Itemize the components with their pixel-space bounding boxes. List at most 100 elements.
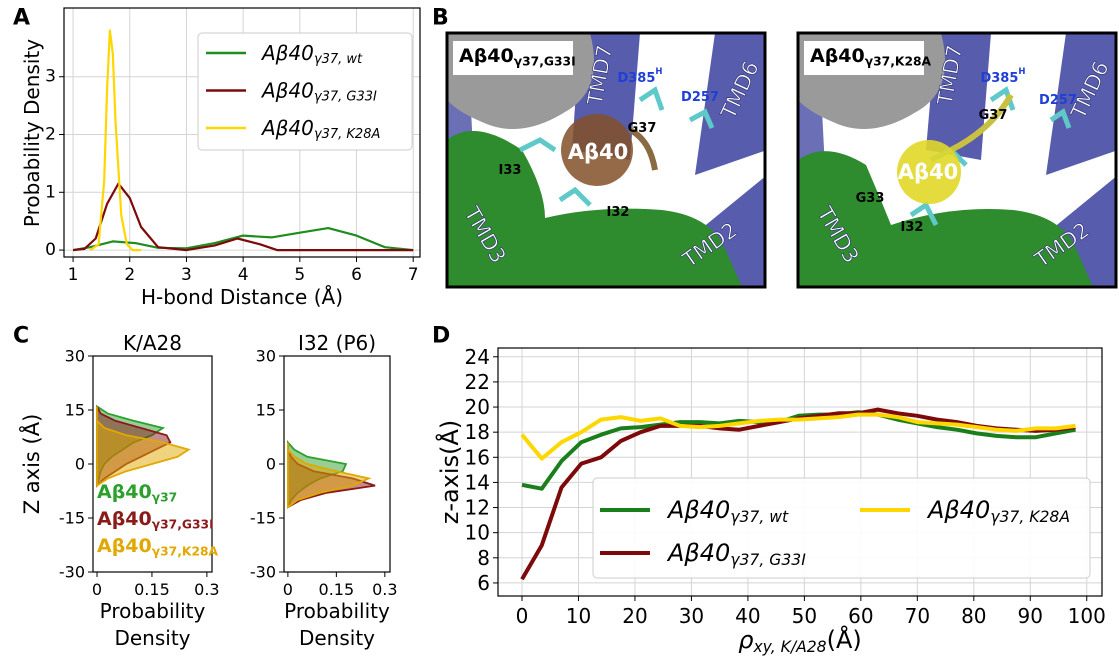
y-tick-label: 16 xyxy=(465,445,490,469)
x-axis-label: ρxy, K/A28(Å) xyxy=(738,625,862,656)
image-title-box xyxy=(453,41,573,75)
image-label: G37 xyxy=(628,121,657,136)
legend-label: Aβ40γ37, G33I xyxy=(260,79,377,105)
text-part: Aβ40 xyxy=(666,496,730,524)
x-tick-label: 40 xyxy=(735,604,760,628)
x-tick-label: 4 xyxy=(238,265,249,285)
text-part: Aβ40 xyxy=(810,45,865,67)
panel-label: A xyxy=(13,6,30,31)
image-label: I32 xyxy=(607,205,630,220)
text-part: I33 xyxy=(499,163,522,178)
x-tick-label: 10 xyxy=(566,604,591,628)
text-part: Aβ40 xyxy=(260,79,314,103)
x-tick-label: 30 xyxy=(679,604,704,628)
y-axis-label: Z axis (Å) xyxy=(18,414,44,515)
data-line xyxy=(89,29,142,252)
image-label: I33 xyxy=(499,163,522,178)
y-tick-label: 30 xyxy=(65,347,85,366)
image-border xyxy=(796,31,1118,289)
text-sub: γ37,K28A xyxy=(152,545,219,559)
x-axis-label: H-bond Distance (Å) xyxy=(141,285,343,309)
text-sub: γ37,G33I xyxy=(514,55,576,69)
y-tick-label: 15 xyxy=(256,401,276,420)
x-tick-label: 5 xyxy=(294,265,305,285)
plot-frame xyxy=(63,7,421,258)
image-label: D385H xyxy=(617,67,662,85)
x-axis-label: Probability xyxy=(100,599,206,623)
text-part: Aβ40 xyxy=(926,496,990,524)
x-tick-label: 0 xyxy=(516,604,529,628)
text-sub: γ37 xyxy=(152,491,178,505)
y-tick-label: -15 xyxy=(250,509,276,528)
image-title-box xyxy=(804,41,924,75)
y-tick-label: 0 xyxy=(75,455,85,474)
helix xyxy=(1046,33,1116,175)
x-tick-label: 2 xyxy=(124,265,135,285)
text-sup: H xyxy=(1018,67,1025,77)
image-label: D257 xyxy=(681,90,719,105)
y-tick-label: -15 xyxy=(59,509,85,528)
plot-frame xyxy=(92,355,213,573)
x-axis-label: Density xyxy=(114,626,190,650)
image-label: Aβ40 xyxy=(568,140,629,164)
surface xyxy=(798,151,1093,287)
x-tick-label: 0.15 xyxy=(319,580,355,599)
x-tick-label: 80 xyxy=(961,604,986,628)
text-sub: γ37,G33I xyxy=(152,518,214,532)
image-label: I32 xyxy=(901,220,924,235)
text-part: D385 xyxy=(617,71,655,86)
y-tick-label: 6 xyxy=(477,571,490,595)
x-tick-label: 100 xyxy=(1068,604,1106,628)
text-part: G37 xyxy=(628,121,657,136)
plot-frame xyxy=(283,355,391,573)
x-tick-label: 0 xyxy=(283,580,293,599)
x-axis-label: Density xyxy=(299,626,375,650)
legend-box xyxy=(592,477,1091,579)
image-label: G33 xyxy=(856,191,885,206)
y-tick-label: 0 xyxy=(266,455,276,474)
x-tick-label: 20 xyxy=(622,604,647,628)
helix xyxy=(695,33,765,175)
text-part: Aβ40 xyxy=(97,508,152,530)
image-label: D385H xyxy=(980,67,1025,85)
text-sub: γ37, wt xyxy=(730,508,789,526)
data-line xyxy=(521,410,1076,491)
x-tick-label: 70 xyxy=(905,604,930,628)
y-tick-label: 14 xyxy=(465,470,490,494)
text-sub: γ37,K28A xyxy=(865,55,932,69)
plot-frame xyxy=(497,347,1103,597)
x-tick-label: 7 xyxy=(408,265,419,285)
y-tick-label: 30 xyxy=(256,347,276,366)
image-left xyxy=(447,33,765,287)
density-area xyxy=(287,442,372,509)
text-part: I32 xyxy=(901,220,924,235)
text-part: D257 xyxy=(681,90,719,105)
x-tick-label: 6 xyxy=(351,265,362,285)
x-tick-label: 0 xyxy=(92,580,102,599)
text-sub: xy, K/A28 xyxy=(752,638,826,656)
text-part: Aβ40 xyxy=(898,160,959,184)
x-tick-label: 0.3 xyxy=(372,580,397,599)
panel-label: B xyxy=(432,6,449,31)
peptide xyxy=(897,140,961,204)
y-axis-label: z-axis(Å) xyxy=(435,420,464,524)
x-tick-label: 0.3 xyxy=(194,580,219,599)
text-part: G37 xyxy=(979,108,1008,123)
text-part: ρ xyxy=(738,626,753,654)
chart-title: K/A28 xyxy=(123,331,182,355)
image-border xyxy=(445,31,767,289)
peptide xyxy=(561,114,633,186)
text-sub: γ37, wt xyxy=(314,52,363,67)
residue xyxy=(518,86,715,207)
text-part: Aβ40 xyxy=(260,116,314,140)
y-tick-label: 3 xyxy=(45,67,56,87)
y-tick-label: -30 xyxy=(250,563,276,582)
text-part: Aβ40 xyxy=(97,481,152,503)
x-tick-label: 90 xyxy=(1018,604,1043,628)
text-part: D385 xyxy=(980,71,1018,86)
x-tick-label: 3 xyxy=(181,265,192,285)
text-part: Aβ40 xyxy=(260,41,314,65)
